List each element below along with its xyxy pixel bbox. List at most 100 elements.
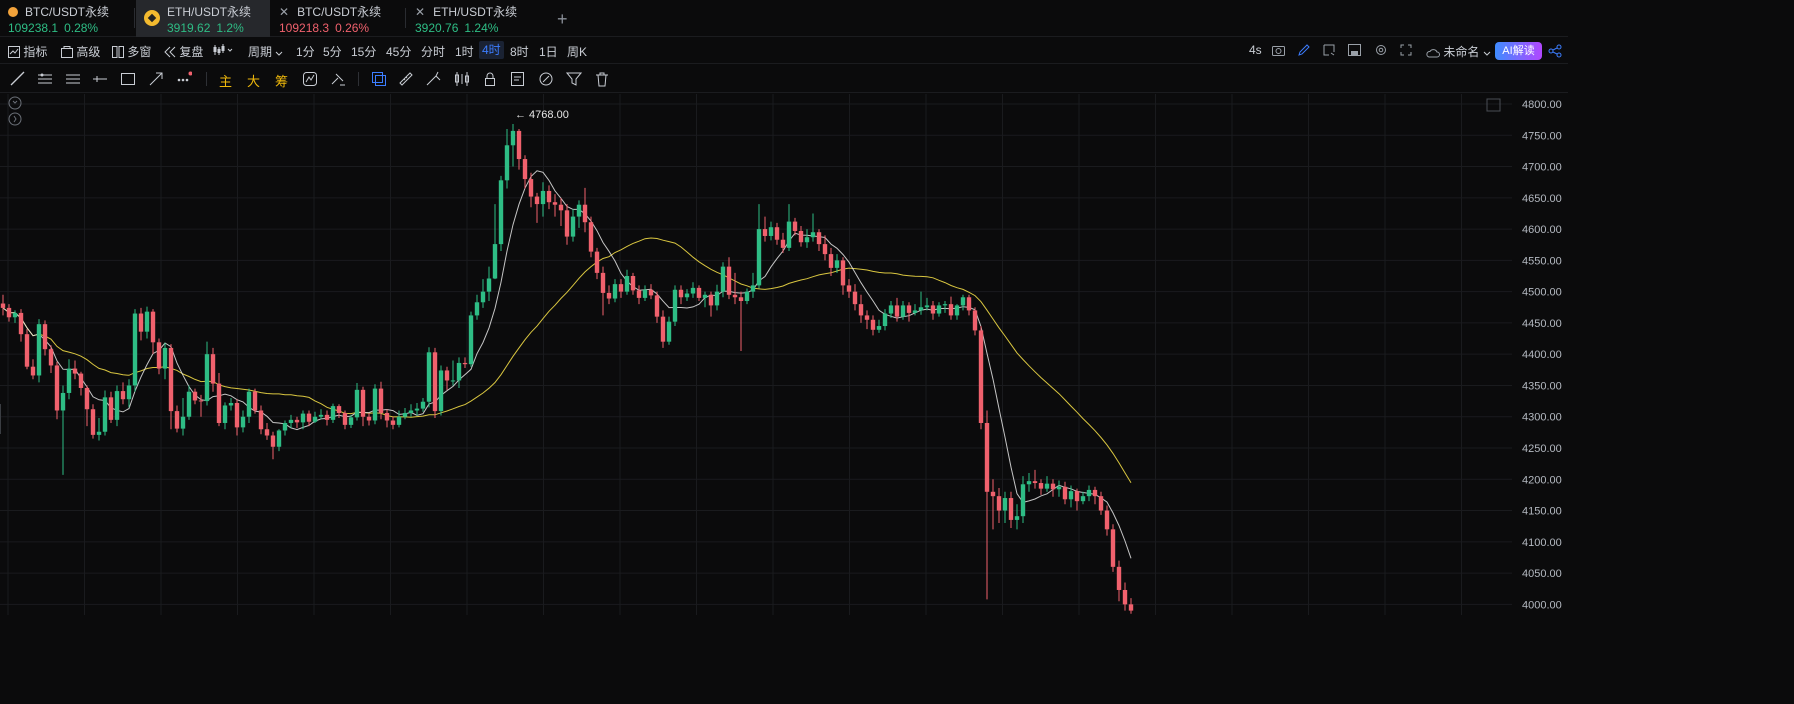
candle-down (258, 410, 264, 430)
tab-symbol: BTC/USDT永续 (25, 5, 110, 19)
trend-line-icon[interactable] (10, 71, 26, 87)
ai-analysis-button[interactable]: AI解读 (1495, 42, 1542, 60)
candle-down (54, 365, 60, 411)
close-icon[interactable]: ✕ (415, 4, 426, 19)
interval-1w[interactable]: 周K (567, 45, 588, 59)
candle-down (774, 227, 780, 240)
parallel-lines-icon[interactable] (37, 71, 53, 87)
indicators-button[interactable]: 指标 (8, 43, 47, 60)
multi-window-icon (112, 46, 124, 58)
chevron-down-icon (276, 51, 283, 56)
pencil-icon[interactable] (1298, 44, 1310, 56)
candle-up (240, 416, 246, 428)
indicator-icon (8, 46, 20, 58)
more-tools-icon[interactable] (176, 71, 192, 87)
tab-eth-usdt-perp-active[interactable]: ETH/USDT永续 3919.62 1.2% (136, 0, 270, 37)
candle-up (510, 130, 516, 146)
period-dropdown[interactable]: 周期 (248, 43, 283, 60)
candle-down (336, 406, 342, 413)
candle-up (300, 413, 306, 423)
price-tick-label: 4200.00 (1522, 474, 1562, 486)
interval-1m[interactable]: 1分 (296, 45, 315, 59)
fullscreen-chart-icon[interactable] (1323, 44, 1335, 56)
rectangle-icon[interactable] (120, 71, 136, 87)
candle-down (582, 204, 588, 223)
trash-icon[interactable] (594, 71, 610, 87)
interval-15m[interactable]: 15分 (351, 45, 377, 59)
camera-icon[interactable] (1272, 44, 1285, 56)
ruler-icon[interactable] (398, 71, 414, 87)
candle-down (696, 287, 702, 298)
interval-1h[interactable]: 1时 (455, 45, 474, 59)
interval-5m[interactable]: 5分 (323, 45, 342, 59)
refresh-interval[interactable]: 4s (1249, 43, 1262, 57)
candle-up (414, 408, 420, 411)
price-tick-label: 4600.00 (1522, 224, 1562, 236)
candle-down (1104, 510, 1110, 530)
add-tab-icon[interactable]: + (557, 9, 568, 29)
save-layout-icon[interactable] (1348, 44, 1361, 56)
replay-button[interactable]: 复盘 (164, 43, 203, 60)
tab-eth-usdt-perp-2[interactable]: ✕ ETH/USDT永续 3920.76 1.24% (407, 0, 542, 37)
candle-up (450, 380, 456, 382)
layout-dropdown[interactable]: 未命名 (1426, 43, 1491, 60)
interval-timeshare[interactable]: 分时 (421, 45, 446, 59)
candle-up (102, 397, 108, 432)
candle-down (252, 391, 258, 411)
advanced-button[interactable]: 高级 (61, 43, 100, 60)
price-tick-label: 4650.00 (1522, 193, 1562, 205)
chart-corner-icon[interactable] (1486, 98, 1501, 112)
share-icon[interactable] (1548, 44, 1562, 58)
expand-icon[interactable] (1400, 44, 1412, 56)
candle-down (1032, 481, 1038, 484)
brush-icon[interactable] (538, 71, 554, 87)
collapse-controls[interactable] (8, 96, 22, 126)
tab-price: 3920.76 (415, 21, 459, 35)
candle-down (108, 397, 114, 420)
candle-down (654, 295, 660, 317)
candle-down (168, 347, 174, 412)
interval-4h[interactable]: 4时 (479, 41, 504, 59)
horizontal-lines-icon[interactable] (65, 71, 81, 87)
chart-type-button[interactable] (213, 43, 233, 57)
interval-8h[interactable]: 8时 (510, 45, 529, 59)
settings-icon[interactable] (1375, 44, 1387, 56)
filter-icon[interactable] (566, 71, 582, 87)
candle-pattern-icon[interactable] (454, 71, 470, 87)
candle-up (498, 180, 504, 245)
tab-price: 109238.1 (8, 21, 59, 35)
candle-up (132, 313, 138, 386)
interval-45m[interactable]: 45分 (386, 45, 412, 59)
candle-down (588, 222, 594, 252)
measure-icon[interactable] (426, 71, 442, 87)
candle-down (978, 330, 984, 423)
main-indicator-toggle[interactable]: 主 (219, 74, 233, 89)
horizontal-ray-icon[interactable] (92, 71, 108, 87)
candle-down (120, 391, 126, 400)
price-axis-bg (1512, 94, 1568, 615)
high-annotation-group: ← 4768.00 (515, 109, 569, 121)
candle-up (60, 392, 66, 411)
lock-icon[interactable] (482, 71, 498, 87)
pattern-icon[interactable] (302, 71, 318, 87)
chips-toggle[interactable]: 筹 (275, 74, 289, 89)
magnet-icon[interactable] (371, 71, 387, 87)
big-order-toggle[interactable]: 大 (247, 74, 261, 89)
arrow-icon[interactable] (148, 71, 164, 87)
price-tick-label: 4450.00 (1522, 318, 1562, 330)
candle-down (234, 402, 240, 428)
candle-down (360, 389, 366, 417)
replay-label: 复盘 (179, 45, 204, 59)
tab-btc-usdt-perp-2[interactable]: ✕ BTC/USDT永续 109218.3 0.26% (271, 0, 406, 37)
candle-up (1044, 483, 1050, 489)
interval-1d[interactable]: 1日 (539, 45, 558, 59)
candle-up (666, 321, 672, 342)
candle-down (462, 362, 468, 365)
multi-window-label: 多窗 (127, 45, 152, 59)
close-icon[interactable]: ✕ (279, 4, 290, 19)
multi-window-button[interactable]: 多窗 (112, 43, 151, 60)
candlestick-chart[interactable]: 4800.00 4750.00 4700.00 4650.00 4600.00 4550.… (0, 94, 1568, 615)
eraser-tool-icon[interactable] (330, 71, 346, 87)
note-icon[interactable] (510, 71, 526, 87)
tab-btc-usdt-perp-1[interactable]: BTC/USDT永续 109238.1 0.28% (0, 0, 135, 37)
